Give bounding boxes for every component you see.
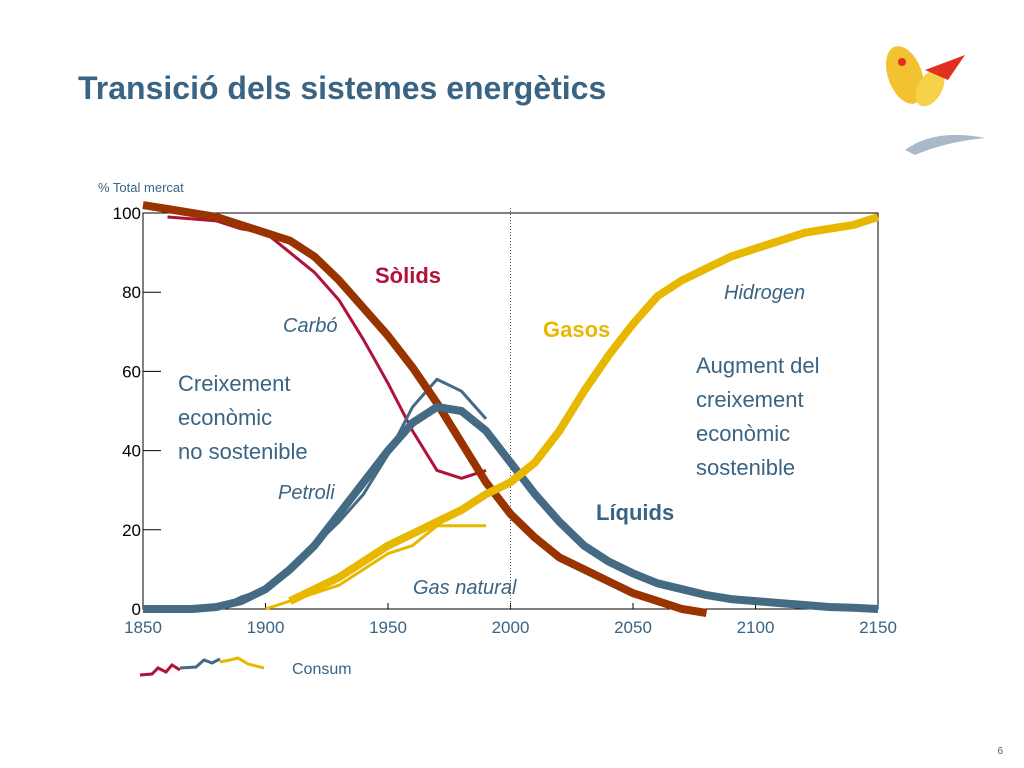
x-tick-label: 2000	[492, 618, 530, 637]
series-label: Gasos	[543, 317, 610, 342]
series-label: Carbó	[283, 315, 337, 337]
series-label: Sòlids	[375, 263, 441, 288]
annotation-line: Creixement	[178, 371, 290, 396]
y-axis-label: % Total mercat	[98, 180, 184, 195]
slide-title: Transició dels sistemes energètics	[78, 70, 606, 106]
x-tick-label: 1950	[369, 618, 407, 637]
y-tick-label: 0	[132, 600, 141, 619]
x-tick-label: 2050	[614, 618, 652, 637]
legend: Consum	[139, 656, 352, 678]
annotation-line: Augment del	[696, 353, 820, 378]
annotation: Augment del creixement econòmic sostenib…	[696, 353, 826, 480]
legend-label: Consum	[292, 661, 352, 678]
annotation-line: econòmic	[696, 421, 790, 446]
series-label: Gas natural	[413, 577, 517, 599]
annotation: Creixement econòmic no sostenible	[178, 371, 308, 464]
y-tick-label: 100	[113, 204, 141, 223]
series-label: Líquids	[596, 500, 674, 525]
x-tick-label: 2100	[737, 618, 775, 637]
y-tick-label: 80	[122, 283, 141, 302]
annotation-line: econòmic	[178, 405, 272, 430]
annotation-line: creixement	[696, 387, 804, 412]
series-label: Petroli	[278, 482, 335, 504]
annotation: Hidrogen	[724, 282, 805, 304]
x-tick-label: 1850	[124, 618, 162, 637]
annotation-line: no sostenible	[178, 439, 308, 464]
logo	[886, 46, 985, 155]
x-tick-label: 1900	[247, 618, 285, 637]
y-tick-label: 60	[122, 362, 141, 381]
series-line	[142, 201, 708, 617]
series-line	[143, 403, 879, 613]
y-tick-label: 40	[122, 442, 141, 461]
annotation-line: sostenible	[696, 455, 795, 480]
series-line	[288, 213, 880, 605]
x-tick-label: 2150	[859, 618, 897, 637]
y-tick-label: 20	[122, 521, 141, 540]
page-number: 6	[997, 746, 1003, 757]
